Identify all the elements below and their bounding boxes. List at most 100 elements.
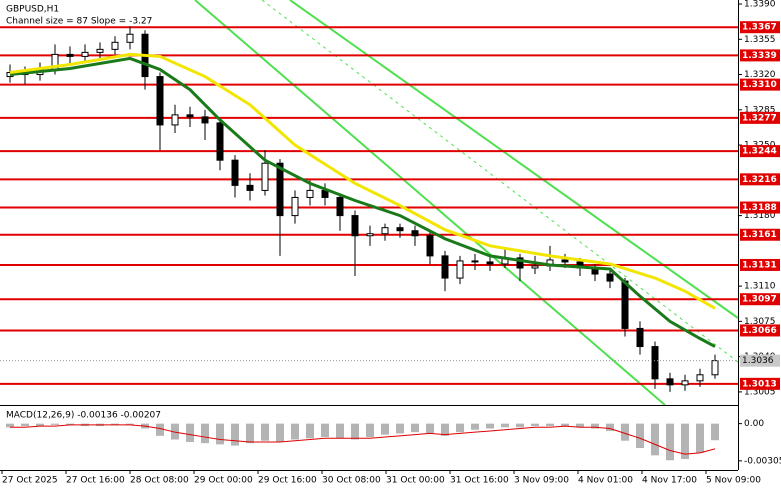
level-tag bbox=[740, 258, 780, 271]
channel-lower bbox=[194, 0, 666, 406]
macd-bar bbox=[576, 423, 584, 428]
level-tag bbox=[740, 228, 780, 241]
y-tick-label: 1.3005 bbox=[744, 387, 776, 397]
macd-bar bbox=[381, 423, 389, 435]
level-tag bbox=[740, 78, 780, 91]
candle-body bbox=[366, 233, 374, 237]
level-tag bbox=[740, 111, 780, 124]
candle-body bbox=[561, 259, 569, 263]
x-tick-label: 29 Oct 16:00 bbox=[258, 476, 317, 486]
macd-bar bbox=[36, 423, 44, 427]
candle-body bbox=[606, 273, 614, 282]
chart-title: GBPUSD,H1 bbox=[6, 5, 59, 15]
macd-bar bbox=[306, 423, 314, 439]
level-label: 1.3244 bbox=[742, 147, 777, 157]
candle-body bbox=[441, 255, 449, 279]
candle-body bbox=[531, 265, 539, 269]
macd-bar bbox=[606, 423, 614, 431]
macd-bar bbox=[351, 423, 359, 440]
candle-body bbox=[516, 257, 524, 269]
candle-body bbox=[621, 280, 629, 329]
candle-body bbox=[396, 227, 404, 232]
macd-tick-label: 0.00 bbox=[744, 419, 764, 429]
candle-body bbox=[171, 114, 179, 126]
macd-bar bbox=[591, 423, 599, 429]
last-price-label: 1.3036 bbox=[742, 356, 774, 366]
level-tag bbox=[740, 21, 780, 34]
level-label: 1.3013 bbox=[742, 379, 777, 389]
last-price-tag bbox=[740, 354, 780, 367]
x-tick-label: 28 Oct 08:00 bbox=[130, 476, 189, 486]
macd-bar bbox=[486, 423, 494, 429]
candle-body bbox=[711, 360, 719, 376]
level-label: 1.3216 bbox=[742, 175, 777, 185]
candle-body bbox=[186, 114, 194, 118]
candle-body bbox=[246, 184, 254, 191]
channel-middle bbox=[261, 0, 739, 363]
level-label: 1.3310 bbox=[742, 80, 777, 90]
level-tag bbox=[740, 49, 780, 62]
level-tag bbox=[740, 293, 780, 306]
candle-body bbox=[126, 33, 134, 43]
x-tick-label: 4 Nov 01:00 bbox=[578, 476, 633, 486]
level-label: 1.3131 bbox=[742, 260, 777, 270]
macd-bar bbox=[216, 423, 224, 445]
macd-bar bbox=[666, 423, 674, 461]
candle-body bbox=[696, 374, 704, 382]
chart-subtitle: Channel size = 87 Slope = -3.27 bbox=[6, 17, 152, 27]
candle-body bbox=[111, 41, 119, 50]
macd-bar bbox=[681, 423, 689, 460]
macd-bar bbox=[696, 423, 704, 453]
y-tick-label: 1.3180 bbox=[744, 211, 776, 221]
macd-bar bbox=[636, 423, 644, 449]
macd-bar bbox=[156, 423, 164, 436]
candle-body bbox=[156, 76, 164, 126]
level-label: 1.3367 bbox=[742, 23, 777, 33]
macd-bar bbox=[336, 423, 344, 439]
y-tick-label: 1.3390 bbox=[744, 0, 776, 10]
candle-body bbox=[471, 260, 479, 263]
macd-bar bbox=[426, 423, 434, 434]
level-label: 1.3066 bbox=[742, 326, 777, 336]
level-tag bbox=[740, 201, 780, 214]
macd-bar bbox=[21, 423, 29, 427]
candle-body bbox=[96, 48, 104, 53]
macd-bar bbox=[441, 423, 449, 436]
y-tick-label: 1.3355 bbox=[744, 35, 776, 45]
level-tag bbox=[740, 324, 780, 337]
candle-body bbox=[426, 235, 434, 257]
x-tick-label: 27 Oct 2025 bbox=[2, 476, 58, 486]
candle-body bbox=[651, 346, 659, 380]
macd-label: MACD(12,26,9) -0.00136 -0.00207 bbox=[6, 411, 161, 421]
macd-bar bbox=[471, 423, 479, 430]
candle-body bbox=[276, 162, 284, 217]
candle-body bbox=[261, 162, 269, 191]
macd-bar bbox=[171, 423, 179, 440]
candle-body bbox=[486, 261, 494, 265]
macd-bar bbox=[276, 423, 284, 442]
y-tick-label: 1.3075 bbox=[744, 317, 776, 327]
level-label: 1.3277 bbox=[742, 113, 777, 123]
x-tick-label: 29 Oct 00:00 bbox=[194, 476, 253, 486]
macd-bar bbox=[261, 423, 269, 441]
y-tick-label: 1.3320 bbox=[744, 70, 776, 80]
level-tag bbox=[740, 377, 780, 390]
y-tick-label: 1.3285 bbox=[744, 105, 776, 115]
level-tag bbox=[740, 173, 780, 186]
candle-body bbox=[636, 327, 644, 348]
macd-bar bbox=[366, 423, 374, 438]
macd-bar bbox=[126, 423, 134, 425]
macd-bar bbox=[6, 423, 14, 428]
level-tag bbox=[740, 145, 780, 158]
level-label: 1.3188 bbox=[742, 203, 777, 213]
macd-bar bbox=[51, 423, 59, 425]
macd-bar bbox=[111, 423, 119, 425]
macd-bar bbox=[621, 423, 629, 441]
level-label: 1.3339 bbox=[742, 51, 777, 61]
macd-bar bbox=[291, 423, 299, 440]
x-tick-label: 3 Nov 09:00 bbox=[514, 476, 569, 486]
macd-bar bbox=[456, 423, 464, 433]
macd-signal bbox=[10, 424, 716, 455]
x-tick-label: 30 Oct 08:00 bbox=[322, 476, 381, 486]
